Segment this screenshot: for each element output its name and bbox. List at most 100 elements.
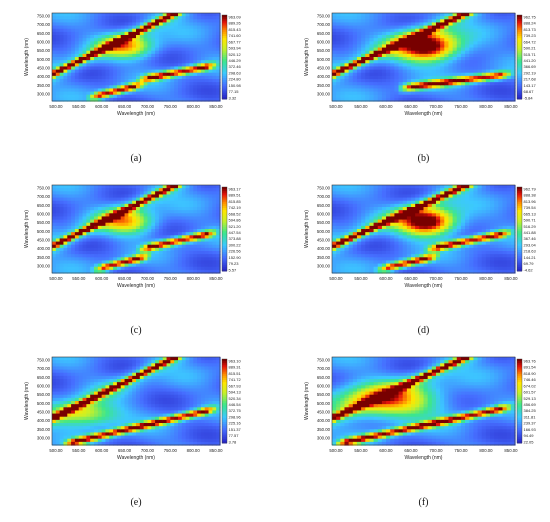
heatmap-cell [481,19,487,24]
heatmap-cell [124,91,129,96]
heatmap-cell [208,197,213,202]
heatmap-cell [204,94,210,99]
heatmap-cell [166,35,171,39]
colorbar-segment [517,63,522,66]
heatmap-cell [394,213,400,218]
heatmap-cell [193,222,198,227]
heatmap-cell [469,207,475,211]
heatmap-cell [162,194,168,199]
heatmap-cell [390,257,395,262]
heatmap-cell [178,35,183,39]
heatmap-cell [390,235,395,240]
heatmap-cell [394,50,400,55]
heatmap-cell [147,254,152,258]
heatmap-cell [348,97,354,102]
heatmap-cell [415,235,420,240]
heatmap-cell [394,28,400,33]
heatmap-cell [402,225,408,230]
heatmap-cell [460,25,466,30]
heatmap-cell [477,197,483,202]
heatmap-cell [452,251,458,255]
heatmap-cell [473,75,479,80]
heatmap-cell [448,28,454,33]
heatmap-cell [431,97,437,102]
heatmap-cell [63,232,68,236]
heatmap-cell [74,82,80,86]
heatmap-cell [361,82,366,86]
heatmap-cell [402,222,408,227]
heatmap-cell [97,28,103,33]
heatmap-cell [86,69,91,74]
heatmap-cell [460,200,466,205]
heatmap-cell [411,203,416,208]
heatmap-cell [197,266,202,271]
heatmap-cell [143,72,149,77]
heatmap-cell [71,38,76,42]
heatmap-cell [197,216,202,221]
heatmap-cell [431,44,437,49]
heatmap-cell [204,219,210,224]
heatmap-cell [469,41,475,46]
heatmap-cell [86,210,91,214]
heatmap-cell [63,63,68,68]
heatmap-cell [473,31,479,36]
heatmap-cell [411,241,416,246]
heatmap-cell [113,53,118,58]
heatmap-cell [97,263,103,268]
heatmap-cell [506,63,512,68]
y-tick-label: 600.00 [37,212,51,217]
heatmap-cell [448,203,454,208]
heatmap-cell [377,63,383,68]
x-tick-label: 550.00 [72,104,86,109]
heatmap-cell [415,200,420,205]
heatmap-cell [460,244,466,249]
heatmap-cell [128,57,133,61]
heatmap-cell [59,22,65,27]
heatmap-cell [373,69,379,74]
heatmap-cell [348,63,354,68]
heatmap-cell [448,88,454,93]
heatmap-cell [63,44,68,49]
heatmap-cell [166,229,171,233]
colorbar-segment [517,17,522,20]
heatmap-cell [435,85,441,90]
heatmap-cell [473,269,479,274]
colorbar-segment [222,29,227,33]
heatmap-cell [78,207,84,211]
heatmap-cell [155,13,160,17]
heatmap-cell [63,53,68,58]
heatmap-cell [481,210,487,214]
heatmap-cell [78,63,84,68]
heatmap-cell [200,260,206,265]
heatmap-cell [63,85,68,90]
heatmap-cell [128,269,133,274]
colorbar-segment [222,94,227,98]
heatmap-cell [340,44,346,49]
heatmap-cell [136,50,141,55]
heatmap-cell [444,251,450,255]
heatmap-cell [158,251,164,255]
heatmap-cell [494,94,499,99]
heatmap-cell [485,28,491,33]
heatmap-cell [185,194,191,199]
heatmap-cell [398,260,404,265]
heatmap-cell [431,263,437,268]
colorbar-tick-label: 962.75 [524,14,537,19]
heatmap-cell [386,241,391,246]
heatmap-cell [124,185,129,189]
heatmap-cell [101,94,107,99]
heatmap-cell [63,25,68,30]
heatmap-cell [151,22,156,27]
heatmap-cell [178,66,183,71]
heatmap-cell [448,38,454,42]
heatmap-cell [55,82,61,86]
heatmap-cell [86,247,91,252]
heatmap-cell [113,203,118,208]
heatmap-cell [365,94,371,99]
heatmap-cell [166,13,171,17]
heatmap-cell [97,31,103,36]
heatmap-cell [82,31,87,36]
heatmap-cell [181,75,187,80]
heatmap-cell [74,97,80,102]
heatmap-cell [448,197,454,202]
